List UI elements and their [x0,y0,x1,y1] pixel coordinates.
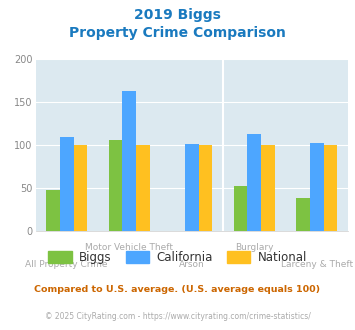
Bar [109,140,122,231]
Bar [323,145,337,231]
Text: Larceny & Theft: Larceny & Theft [280,260,353,269]
Bar [234,186,247,231]
Text: Burglary: Burglary [235,243,273,252]
Bar [296,198,310,231]
Bar [136,145,150,231]
Bar [198,145,212,231]
Text: Property Crime Comparison: Property Crime Comparison [69,26,286,40]
Bar [73,145,87,231]
Bar [122,91,136,231]
Bar [247,134,261,231]
Bar [60,137,73,231]
Bar [46,190,60,231]
Text: 2019 Biggs: 2019 Biggs [134,8,221,22]
Bar [310,143,323,231]
Legend: Biggs, California, National: Biggs, California, National [48,251,307,264]
Text: Motor Vehicle Theft: Motor Vehicle Theft [85,243,173,252]
Bar [261,145,275,231]
Bar [185,144,198,231]
Text: Compared to U.S. average. (U.S. average equals 100): Compared to U.S. average. (U.S. average … [34,285,321,294]
Text: All Property Crime: All Property Crime [26,260,108,269]
Text: © 2025 CityRating.com - https://www.cityrating.com/crime-statistics/: © 2025 CityRating.com - https://www.city… [45,312,310,321]
Text: Arson: Arson [179,260,204,269]
